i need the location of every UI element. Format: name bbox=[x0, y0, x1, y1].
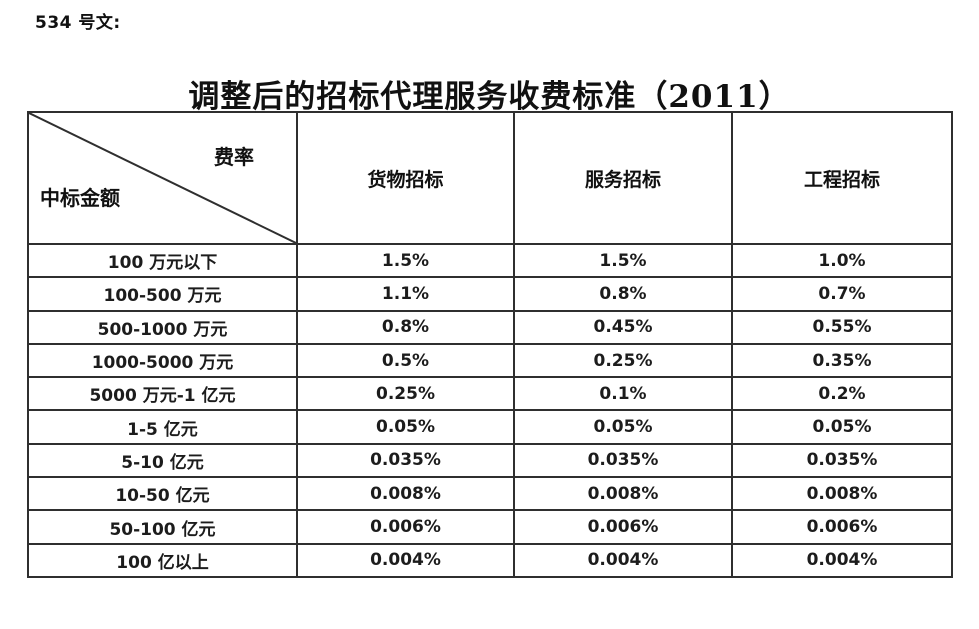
table-row: 5-10 亿元 0.035% 0.035% 0.035% bbox=[27, 442, 953, 479]
rate-cell: 0.035% bbox=[731, 442, 953, 479]
rate-cell: 0.004% bbox=[731, 542, 953, 578]
rate-cell: 0.8% bbox=[513, 276, 733, 312]
rate-cell: 1.1% bbox=[296, 276, 515, 312]
corner-header-cell: 费率 中标金额 bbox=[27, 111, 298, 245]
rate-cell: 0.05% bbox=[296, 409, 515, 445]
table-row: 50-100 亿元 0.006% 0.006% 0.006% bbox=[27, 509, 953, 545]
table-row: 10-50 亿元 0.008% 0.008% 0.008% bbox=[27, 476, 953, 512]
rate-cell: 0.008% bbox=[513, 476, 733, 512]
corner-label-rate: 费率 bbox=[214, 145, 254, 169]
rate-cell: 0.25% bbox=[296, 376, 515, 412]
rate-cell: 0.05% bbox=[731, 409, 953, 445]
column-header-goods-bidding: 货物招标 bbox=[296, 111, 515, 245]
amount-cell: 500-1000 万元 bbox=[27, 309, 298, 345]
amount-cell: 5-10 亿元 bbox=[27, 442, 298, 479]
doc-number-label: 534 号文: bbox=[35, 13, 121, 33]
rate-cell: 0.1% bbox=[513, 376, 733, 412]
rate-cell: 1.5% bbox=[296, 242, 515, 279]
amount-cell: 5000 万元-1 亿元 bbox=[27, 376, 298, 412]
rate-cell: 0.25% bbox=[513, 342, 733, 379]
rate-cell: 1.5% bbox=[513, 242, 733, 279]
amount-cell: 1000-5000 万元 bbox=[27, 342, 298, 379]
rate-cell: 0.55% bbox=[731, 309, 953, 345]
rate-cell: 0.7% bbox=[731, 276, 953, 312]
rate-cell: 0.008% bbox=[296, 476, 515, 512]
amount-cell: 1-5 亿元 bbox=[27, 409, 298, 445]
table-row: 100 万元以下 1.5% 1.5% 1.0% bbox=[27, 242, 953, 279]
rate-cell: 0.006% bbox=[296, 509, 515, 545]
rate-cell: 0.45% bbox=[513, 309, 733, 345]
table-row: 1000-5000 万元 0.5% 0.25% 0.35% bbox=[27, 342, 953, 379]
fee-table: 费率 中标金额 货物招标 服务招标 工程招标 100 万元以下 1.5% 1.5% 1… bbox=[27, 111, 953, 578]
header-row: 费率 中标金额 货物招标 服务招标 工程招标 bbox=[27, 111, 953, 245]
rate-cell: 0.004% bbox=[513, 542, 733, 578]
rate-cell: 0.8% bbox=[296, 309, 515, 345]
rate-cell: 0.2% bbox=[731, 376, 953, 412]
rate-cell: 1.0% bbox=[731, 242, 953, 279]
amount-cell: 50-100 亿元 bbox=[27, 509, 298, 545]
rate-cell: 0.035% bbox=[513, 442, 733, 479]
table-row: 500-1000 万元 0.8% 0.45% 0.55% bbox=[27, 309, 953, 345]
amount-cell: 100 亿以上 bbox=[27, 542, 298, 578]
rate-cell: 0.004% bbox=[296, 542, 515, 578]
rate-cell: 0.35% bbox=[731, 342, 953, 379]
column-header-service-bidding: 服务招标 bbox=[513, 111, 733, 245]
amount-cell: 100 万元以下 bbox=[27, 242, 298, 279]
rate-cell: 0.05% bbox=[513, 409, 733, 445]
amount-cell: 100-500 万元 bbox=[27, 276, 298, 312]
table-row: 5000 万元-1 亿元 0.25% 0.1% 0.2% bbox=[27, 376, 953, 412]
rate-cell: 0.006% bbox=[513, 509, 733, 545]
diagonal-divider-line bbox=[29, 113, 296, 243]
table-row: 100-500 万元 1.1% 0.8% 0.7% bbox=[27, 276, 953, 312]
page-title: 调整后的招标代理服务收费标准（2011） bbox=[188, 78, 791, 115]
rate-cell: 0.006% bbox=[731, 509, 953, 545]
rate-cell: 0.5% bbox=[296, 342, 515, 379]
table-row: 1-5 亿元 0.05% 0.05% 0.05% bbox=[27, 409, 953, 445]
column-header-engineering-bidding: 工程招标 bbox=[731, 111, 953, 245]
rate-cell: 0.008% bbox=[731, 476, 953, 512]
corner-label-amount: 中标金额 bbox=[40, 186, 120, 210]
rate-cell: 0.035% bbox=[296, 442, 515, 479]
table-row: 100 亿以上 0.004% 0.004% 0.004% bbox=[27, 542, 953, 578]
amount-cell: 10-50 亿元 bbox=[27, 476, 298, 512]
